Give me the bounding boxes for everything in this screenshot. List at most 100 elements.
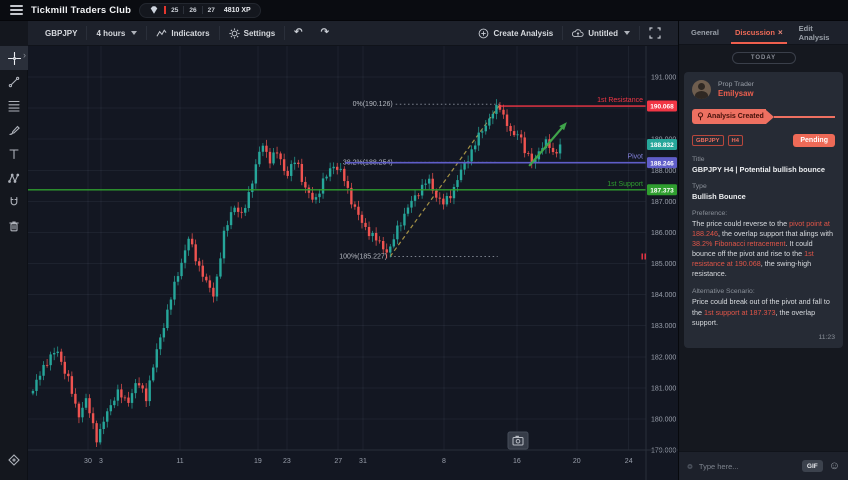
- tab-general[interactable]: General: [691, 28, 719, 37]
- level-27: 27: [207, 6, 215, 14]
- analysis-created-ribbon: Analysis Created: [692, 109, 835, 124]
- drawing-tools-sidebar: [0, 46, 28, 480]
- timeframe-dropdown[interactable]: 4 hours: [87, 21, 146, 45]
- alternative-text: Price could break out of the pivot and f…: [692, 297, 830, 327]
- settings-button[interactable]: Settings: [220, 21, 285, 45]
- time-tick-label: 8: [442, 458, 446, 465]
- post-tags-row: GBPJPY H4 Pending: [692, 134, 835, 147]
- price-tick-label: 188.000: [651, 168, 676, 175]
- indicators-button[interactable]: Indicators: [147, 21, 218, 45]
- price-tick-label: 179.000: [651, 448, 676, 455]
- avatar[interactable]: [692, 80, 711, 99]
- panel-tabs: General Discussion × Edit Analysis: [679, 21, 848, 45]
- close-icon[interactable]: ×: [777, 28, 783, 37]
- price-axis-tag-value: 188.246: [650, 160, 674, 167]
- author-role: Prop Trader: [718, 81, 754, 88]
- attach-icon[interactable]: [687, 460, 693, 473]
- price-tick-label: 180.000: [651, 416, 676, 423]
- alternative-label: Alternative Scenario:: [692, 288, 755, 296]
- undo-icon: ↶: [294, 27, 303, 38]
- gif-button[interactable]: GIF: [801, 460, 823, 472]
- camera-button[interactable]: [507, 431, 529, 450]
- price-axis-tag: [647, 100, 677, 112]
- arrow-head: [559, 122, 567, 131]
- hamburger-menu-icon[interactable]: [10, 5, 23, 15]
- redo-button[interactable]: ↷: [312, 21, 338, 45]
- projection-arrow[interactable]: [528, 125, 565, 167]
- analysis-post-card: Prop Trader Emilysaw Analysis Created: [684, 72, 843, 348]
- undo-button[interactable]: ↶: [285, 21, 311, 45]
- sidebar-expand-arrow[interactable]: ›: [23, 50, 26, 60]
- author-name[interactable]: Emilysaw: [718, 89, 754, 98]
- tab-discussion[interactable]: Discussion ×: [727, 21, 791, 44]
- toolbar-right-group: Create Analysis Untitled: [469, 21, 670, 45]
- price-axis-tag-value: 190.068: [650, 104, 674, 111]
- level-name-label: 1st Resistance: [597, 97, 643, 104]
- top-bar: Tickmill Traders Club 25 26 27 4810 XP: [0, 0, 848, 21]
- tool-magnet[interactable]: [0, 190, 28, 214]
- tool-trend-line[interactable]: [0, 70, 28, 94]
- price-tick-label: 182.000: [651, 354, 676, 361]
- message-input-bar: GIF ☺: [679, 451, 848, 480]
- magnet-icon: [10, 196, 18, 206]
- preference-text: The price could reverse to the pivot poi…: [692, 219, 834, 279]
- brush-icon: [9, 125, 20, 136]
- tool-fib-retracement[interactable]: [0, 94, 28, 118]
- price-tick-label: 184.000: [651, 292, 676, 299]
- level-26: 26: [189, 6, 197, 14]
- tool-xabcd-pattern[interactable]: [0, 166, 28, 190]
- gear-icon: [229, 27, 240, 39]
- crosshair-icon: [7, 51, 21, 65]
- fib-retracement-icon: [8, 100, 20, 112]
- chevron-down-icon: [624, 31, 630, 35]
- tool-crosshair[interactable]: [0, 46, 28, 70]
- time-tick-label: 19: [254, 458, 262, 465]
- trash-icon: [9, 221, 19, 232]
- create-analysis-button[interactable]: Create Analysis: [469, 21, 562, 45]
- chart-toolbar: GBPJPY 4 hours Indicators: [28, 21, 678, 46]
- status-badge: Pending: [793, 134, 835, 147]
- save-layout-dropdown[interactable]: Untitled: [563, 21, 639, 45]
- trend-line-drawing[interactable]: [389, 103, 501, 257]
- xabcd-pattern-icon: [8, 173, 20, 183]
- price-tick-label: 185.000: [651, 261, 676, 268]
- text-icon: [9, 149, 19, 160]
- tool-brush[interactable]: [0, 118, 28, 142]
- emoji-icon[interactable]: ☺: [828, 459, 840, 472]
- pin-icon: [697, 112, 704, 121]
- price-tick-label: 183.000: [651, 323, 676, 330]
- fib-axis-handle[interactable]: [641, 253, 643, 260]
- tab-edit-analysis[interactable]: Edit Analysis: [798, 23, 830, 42]
- message-timestamp: 11:23: [818, 333, 835, 341]
- price-axis-tag-value: 188.832: [650, 142, 674, 149]
- message-input[interactable]: [698, 461, 796, 471]
- price-axis-tag-value: 187.373: [650, 187, 674, 194]
- tool-trash[interactable]: [0, 214, 28, 238]
- time-tick-label: 27: [334, 458, 342, 465]
- candlestick-layer: [31, 99, 562, 447]
- fib-level-label: 100%(185.227): [339, 253, 387, 260]
- symbol-label[interactable]: GBPJPY: [45, 28, 78, 38]
- app-title: Tickmill Traders Club: [31, 4, 132, 16]
- level-name-label: 1st Support: [607, 181, 643, 188]
- time-tick-label: 16: [513, 458, 521, 465]
- level-25: 25: [171, 6, 179, 14]
- level-name-label: Pivot: [627, 154, 643, 161]
- tool-text[interactable]: [0, 142, 28, 166]
- tool-hide-drawings[interactable]: [0, 448, 28, 472]
- tag-timeframe: H4: [727, 135, 743, 146]
- toolbar-corner: [0, 21, 28, 46]
- fullscreen-icon: [649, 27, 661, 39]
- fullscreen-button[interactable]: [640, 21, 670, 45]
- xp-value: 4810 XP: [223, 6, 251, 14]
- analysis-title: GBPJPY H4 | Potential bullish bounce: [692, 165, 825, 174]
- time-tick-label: 23: [283, 458, 291, 465]
- post-author: Prop Trader Emilysaw: [692, 80, 835, 99]
- price-axis-tag: [647, 157, 677, 169]
- price-axis-tag: [647, 138, 677, 150]
- tag-symbol: GBPJPY: [692, 135, 724, 146]
- chart-canvas[interactable]: 191.000190.000189.000188.000187.000186.0…: [28, 46, 678, 480]
- xp-level-pill[interactable]: 25 26 27 4810 XP: [139, 2, 261, 18]
- day-divider: TODAY: [731, 52, 796, 64]
